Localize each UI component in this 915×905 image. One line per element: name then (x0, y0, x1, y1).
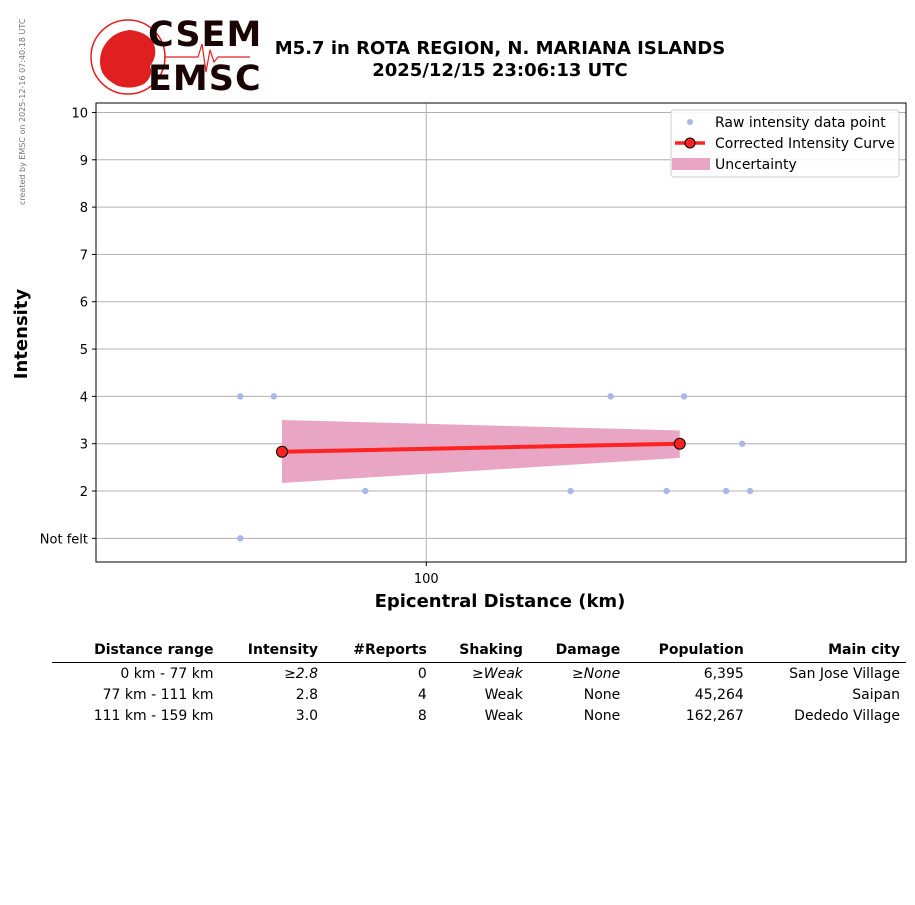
cell-shaking: ≥Weak (472, 666, 523, 682)
emsc-logo: CSEM EMSC (88, 14, 261, 100)
cell-main-city: Saipan (852, 687, 900, 703)
raw-data-point (237, 393, 244, 400)
intensity-summary-table: Distance range Intensity #Reports Shakin… (52, 640, 906, 726)
legend-patch-uncertainty (672, 158, 710, 170)
cell-distance-range: 77 km - 111 km (102, 687, 214, 703)
table-row: 111 km - 159 km 3.0 8 Weak None 162,267 … (52, 705, 906, 726)
y-tick-label: 3 (80, 438, 88, 453)
header-main-city: Main city (749, 640, 906, 663)
raw-data-point (663, 487, 670, 495)
raw-data-point (270, 393, 278, 400)
raw-data-point (567, 487, 574, 495)
table-row: 0 km - 77 km ≥2.8 0 ≥Weak ≥None 6,395 Sa… (52, 663, 906, 685)
cell-distance-range: 0 km - 77 km (120, 666, 214, 682)
cell-shaking: Weak (484, 708, 523, 724)
y-tick-label: 10 (71, 106, 88, 121)
cell-population: 45,264 (694, 687, 744, 703)
raw-data-point (746, 487, 754, 495)
y-tick-label: 6 (80, 296, 88, 311)
cell-population: 6,395 (703, 666, 744, 682)
chart-title: M5.7 in ROTA REGION, N. MARIANA ISLANDS (274, 38, 726, 59)
logo-word-top: CSEM (148, 15, 263, 55)
raw-data-point (722, 487, 730, 495)
legend-entry-raw: Raw intensity data point (715, 115, 886, 131)
header-damage: Damage (528, 640, 627, 663)
y-tick-label: 4 (80, 390, 88, 405)
raw-data-point (607, 393, 614, 400)
intensity-chart: Not felt 2 3 4 5 6 7 8 9 10 100 Epicentral Distanc… (11, 102, 907, 612)
header-distance-range: Distance range (52, 640, 220, 663)
y-tick-label: 8 (80, 201, 88, 216)
raw-data-point (237, 535, 244, 542)
globe-logo-icon (90, 19, 250, 95)
chart-subtitle: 2025/12/15 23:06:13 UTC (372, 60, 628, 81)
cell-main-city: San Jose Village (789, 666, 900, 682)
cell-intensity: 2.8 (295, 687, 319, 703)
y-tick-label: 9 (80, 154, 88, 169)
header-reports: #Reports (324, 640, 433, 663)
uncertainty-band (282, 420, 680, 483)
y-tick-label: Not felt (40, 532, 88, 547)
corrected-curve-line (281, 441, 680, 454)
raw-data-point (362, 487, 369, 495)
cell-intensity: ≥2.8 (284, 666, 319, 682)
header-intensity: Intensity (219, 640, 325, 663)
corrected-curve-marker (673, 437, 686, 450)
legend-marker-curve (684, 137, 696, 149)
raw-data-point (680, 393, 688, 400)
corrected-curve-marker (276, 445, 289, 458)
chart-legend: Raw intensity data point Corrected Inten… (670, 109, 900, 178)
cell-shaking: Weak (484, 687, 523, 703)
y-tick-label: 5 (80, 343, 88, 358)
header-population: Population (626, 640, 750, 663)
legend-entry-uncertainty: Uncertainty (715, 157, 797, 173)
y-tick-label: 7 (80, 248, 88, 263)
plot-frame (95, 102, 907, 563)
y-axis-label: Intensity (11, 289, 32, 380)
cell-reports: 8 (417, 708, 427, 724)
x-tick-label: 100 (414, 572, 439, 587)
cell-intensity: 3.0 (295, 708, 319, 724)
cell-main-city: Dededo Village (794, 708, 900, 724)
logo-word-bottom: EMSC (148, 59, 262, 99)
legend-entry-curve: Corrected Intensity Curve (715, 136, 895, 152)
table-header-row: Distance range Intensity #Reports Shakin… (52, 640, 906, 663)
cell-damage: None (583, 687, 621, 703)
header-shaking: Shaking (432, 640, 529, 663)
cell-reports: 0 (417, 666, 427, 682)
cell-distance-range: 111 km - 159 km (93, 708, 214, 724)
x-axis-label: Epicentral Distance (km) (375, 591, 626, 612)
cell-reports: 4 (417, 687, 427, 703)
table-row: 77 km - 111 km 2.8 4 Weak None 45,264 Sa… (52, 684, 906, 705)
cell-damage: ≥None (572, 666, 621, 682)
cell-damage: None (583, 708, 621, 724)
y-tick-label: 2 (80, 485, 88, 500)
legend-marker-raw (687, 119, 693, 125)
cell-population: 162,267 (685, 708, 744, 724)
raw-data-point (738, 440, 746, 447)
